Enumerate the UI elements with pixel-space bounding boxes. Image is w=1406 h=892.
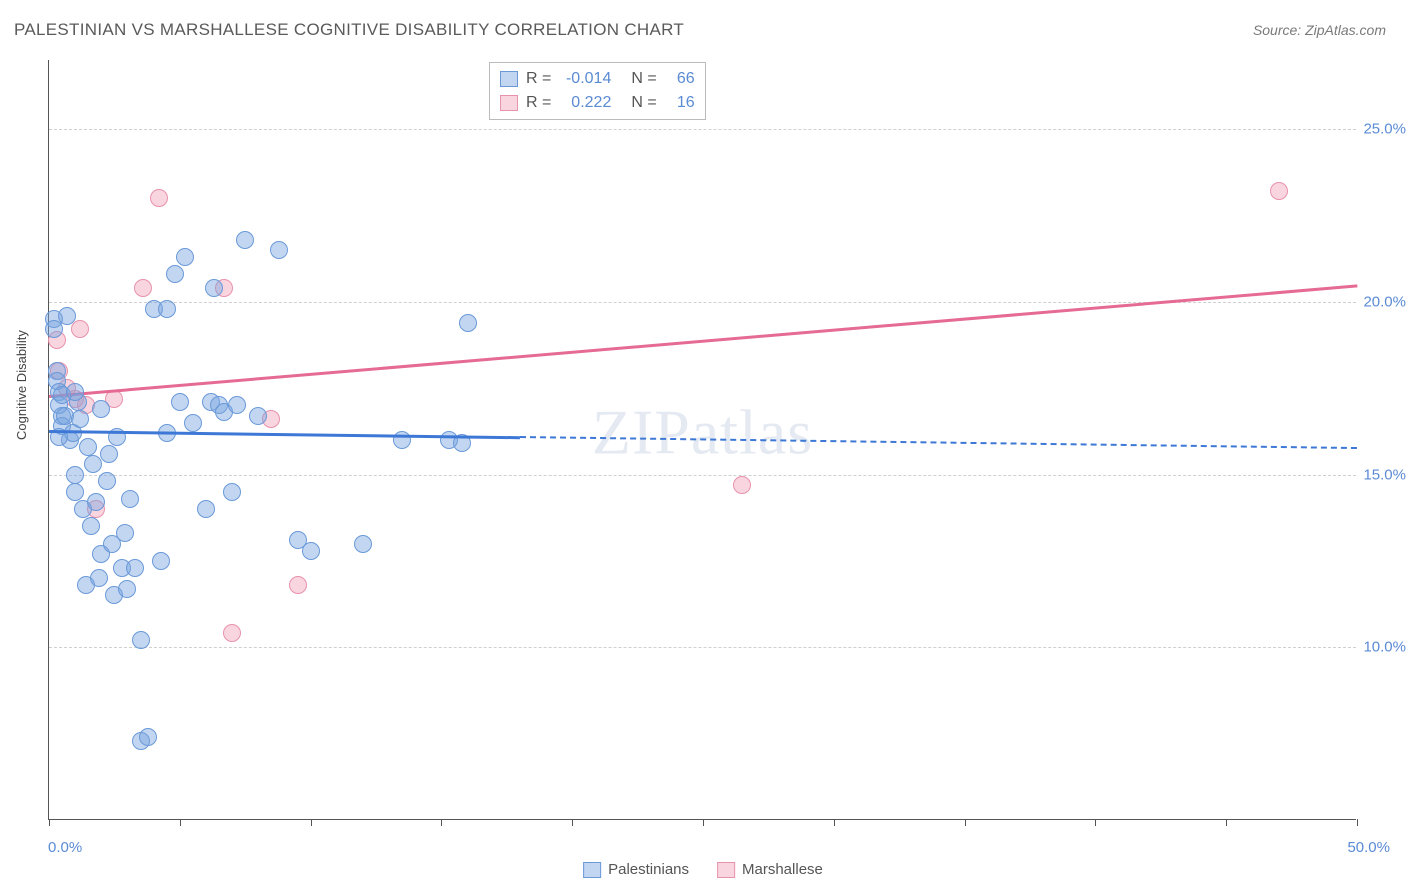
- y-tick-label: 15.0%: [1360, 466, 1406, 483]
- scatter-point-palestinians: [459, 314, 477, 332]
- scatter-point-palestinians: [116, 524, 134, 542]
- scatter-point-palestinians: [236, 231, 254, 249]
- n-label: N =: [631, 67, 656, 91]
- y-axis-label: Cognitive Disability: [14, 330, 29, 440]
- n-value: 16: [665, 91, 695, 115]
- legend-stats-row: R = 0.222 N = 16: [500, 91, 695, 115]
- scatter-point-marshallese: [150, 189, 168, 207]
- legend-label-palestinians: Palestinians: [608, 861, 689, 878]
- scatter-point-palestinians: [126, 559, 144, 577]
- x-tick: [1226, 819, 1227, 826]
- n-value: 66: [665, 67, 695, 91]
- gridline-h: [49, 129, 1356, 130]
- legend-label-marshallese: Marshallese: [742, 861, 823, 878]
- scatter-point-palestinians: [166, 265, 184, 283]
- y-tick-label: 20.0%: [1360, 293, 1406, 310]
- legend-item-palestinians: Palestinians: [583, 861, 689, 878]
- scatter-point-palestinians: [66, 483, 84, 501]
- scatter-point-palestinians: [92, 400, 110, 418]
- x-tick: [180, 819, 181, 826]
- scatter-point-palestinians: [270, 241, 288, 259]
- x-tick: [311, 819, 312, 826]
- chart-title: PALESTINIAN VS MARSHALLESE COGNITIVE DIS…: [14, 20, 684, 40]
- legend-stats-row: R = -0.014 N = 66: [500, 67, 695, 91]
- x-tick: [49, 819, 50, 826]
- x-tick: [834, 819, 835, 826]
- scatter-point-marshallese: [223, 624, 241, 642]
- scatter-point-palestinians: [132, 631, 150, 649]
- scatter-point-marshallese: [289, 576, 307, 594]
- legend-swatch: [500, 95, 518, 111]
- chart-source: Source: ZipAtlas.com: [1253, 22, 1386, 38]
- y-tick-label: 10.0%: [1360, 639, 1406, 656]
- x-tick: [703, 819, 704, 826]
- scatter-point-palestinians: [158, 300, 176, 318]
- x-tick: [441, 819, 442, 826]
- y-tick-label: 25.0%: [1360, 121, 1406, 138]
- correlation-chart: PALESTINIAN VS MARSHALLESE COGNITIVE DIS…: [0, 0, 1406, 892]
- scatter-point-palestinians: [118, 580, 136, 598]
- scatter-point-palestinians: [71, 410, 89, 428]
- legend-swatch-marshallese: [717, 862, 735, 878]
- legend-item-marshallese: Marshallese: [717, 861, 823, 878]
- scatter-point-palestinians: [90, 569, 108, 587]
- scatter-point-palestinians: [82, 517, 100, 535]
- x-tick: [965, 819, 966, 826]
- legend-swatch: [500, 71, 518, 87]
- scatter-point-marshallese: [733, 476, 751, 494]
- scatter-point-palestinians: [302, 542, 320, 560]
- watermark: ZIPatlas: [592, 395, 813, 469]
- scatter-point-palestinians: [45, 320, 63, 338]
- scatter-point-palestinians: [354, 535, 372, 553]
- trend-line-palestinians: [520, 436, 1357, 449]
- scatter-point-palestinians: [58, 307, 76, 325]
- legend-swatch-palestinians: [583, 862, 601, 878]
- gridline-h: [49, 475, 1356, 476]
- r-label: R =: [526, 91, 551, 115]
- scatter-point-palestinians: [66, 466, 84, 484]
- r-label: R =: [526, 67, 551, 91]
- n-label: N =: [631, 91, 656, 115]
- scatter-point-palestinians: [223, 483, 241, 501]
- scatter-point-palestinians: [79, 438, 97, 456]
- scatter-point-palestinians: [139, 728, 157, 746]
- x-tick: [1095, 819, 1096, 826]
- r-value: -0.014: [559, 67, 611, 91]
- scatter-point-palestinians: [152, 552, 170, 570]
- bottom-legend: Palestinians Marshallese: [583, 861, 823, 878]
- scatter-point-palestinians: [249, 407, 267, 425]
- scatter-point-palestinians: [228, 396, 246, 414]
- legend-stats-box: R = -0.014 N = 66 R = 0.222 N = 16: [489, 62, 706, 120]
- scatter-point-palestinians: [197, 500, 215, 518]
- x-label-right: 50.0%: [1347, 839, 1390, 856]
- scatter-point-palestinians: [84, 455, 102, 473]
- x-tick: [1357, 819, 1358, 826]
- scatter-point-palestinians: [87, 493, 105, 511]
- scatter-point-marshallese: [71, 320, 89, 338]
- scatter-point-palestinians: [205, 279, 223, 297]
- scatter-point-palestinians: [171, 393, 189, 411]
- r-value: 0.222: [559, 91, 611, 115]
- plot-area: ZIPatlas R =-0.014N =66R =0.222N =16 10.…: [48, 60, 1356, 820]
- scatter-point-palestinians: [184, 414, 202, 432]
- scatter-point-palestinians: [121, 490, 139, 508]
- scatter-point-palestinians: [66, 383, 84, 401]
- scatter-point-palestinians: [98, 472, 116, 490]
- gridline-h: [49, 647, 1356, 648]
- scatter-point-palestinians: [100, 445, 118, 463]
- scatter-point-palestinians: [176, 248, 194, 266]
- x-label-left: 0.0%: [48, 839, 82, 856]
- scatter-point-marshallese: [1270, 182, 1288, 200]
- scatter-point-marshallese: [134, 279, 152, 297]
- x-tick: [572, 819, 573, 826]
